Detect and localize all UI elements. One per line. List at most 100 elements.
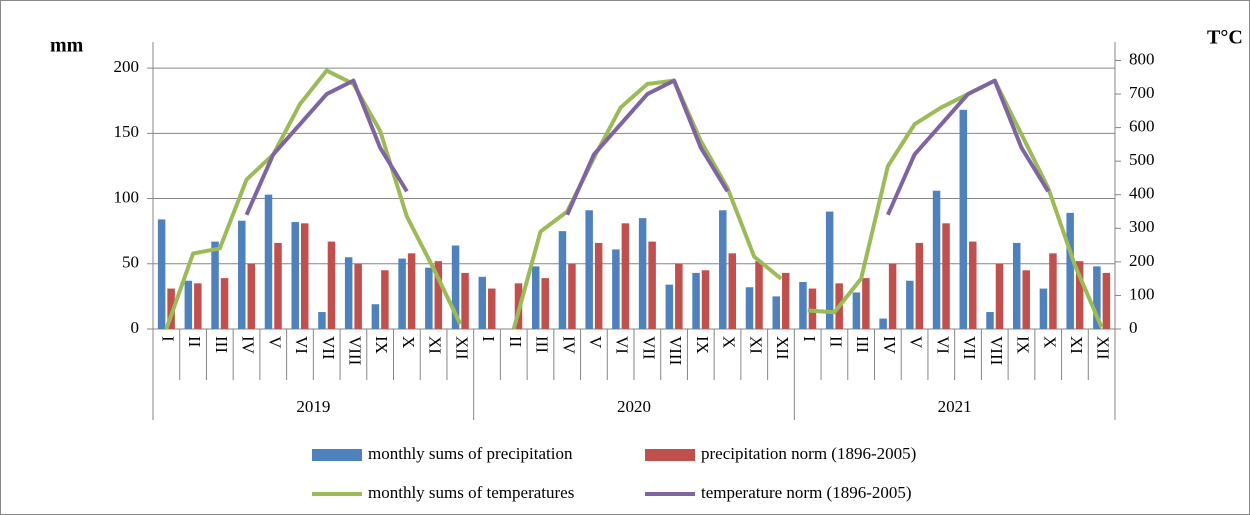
bar (942, 223, 950, 329)
x-tick-label: XI (426, 336, 445, 354)
line (244, 78, 409, 216)
bar (1066, 212, 1074, 329)
bar (434, 261, 443, 329)
x-tick-label: V (586, 336, 605, 349)
x-tick-label: I (800, 336, 819, 342)
bar (594, 242, 603, 329)
x-tick-label: IV (880, 336, 899, 355)
x-tick-label: VIII (987, 336, 1006, 366)
bar (568, 263, 576, 329)
line (164, 68, 463, 330)
bar (755, 261, 763, 329)
bar (1102, 272, 1111, 329)
x-tick-label: IX (372, 336, 391, 354)
bar (959, 109, 968, 329)
bar (398, 258, 406, 329)
y2-tick-label: 200 (1129, 251, 1155, 270)
bar (184, 280, 193, 329)
x-tick-label: III (853, 336, 872, 353)
x-tick-label: XI (1067, 336, 1086, 354)
bar (167, 288, 175, 329)
bar (451, 245, 460, 329)
bar (318, 312, 326, 329)
bar (862, 278, 870, 329)
x-tick-label: VII (319, 336, 338, 360)
x-tick-label: VIII (666, 336, 685, 366)
y2-tick-label: 100 (1129, 284, 1155, 303)
x-tick-label: III (212, 336, 231, 353)
bar (220, 278, 229, 329)
x-tick-label: XII (1094, 336, 1113, 360)
bar (531, 266, 540, 329)
bar (638, 218, 647, 329)
bar (478, 276, 487, 329)
bar (719, 210, 727, 329)
x-tick-label: X (399, 336, 418, 348)
x-tick-label: X (720, 336, 739, 348)
y-axis-label: mm (50, 35, 84, 57)
bar (238, 220, 246, 329)
bar (808, 288, 817, 329)
x-tick-label: X (1040, 336, 1059, 348)
bar (461, 272, 469, 329)
bar (291, 222, 299, 329)
y-tick-label: 100 (114, 187, 140, 206)
legend-label: temperature norm (1896-2005) (701, 483, 912, 502)
x-tick-label: I (158, 336, 177, 342)
x-tick-label: XII (773, 336, 792, 360)
bar (425, 267, 433, 329)
bar (1093, 266, 1101, 329)
y-tick-label: 200 (114, 57, 140, 76)
x-tick-label: II (185, 336, 204, 348)
bar (585, 210, 593, 329)
legend-label: monthly sums of precipitation (368, 444, 573, 463)
x-tick-label: IX (1014, 336, 1033, 354)
bar (969, 241, 977, 329)
bar (879, 318, 887, 329)
y2-tick-label: 500 (1129, 150, 1155, 169)
bar (781, 272, 790, 329)
x-tick-label: II (827, 336, 846, 348)
x-tick-label: II (506, 336, 525, 348)
bar (1049, 253, 1057, 329)
y2-tick-label: 400 (1129, 184, 1155, 203)
line (565, 78, 730, 216)
x-tick-label: V (907, 336, 926, 349)
x-tick-label: XII (452, 336, 471, 360)
bar (825, 211, 834, 329)
x-tick-label: XI (746, 336, 765, 354)
y2-axis-label: T°C (1207, 27, 1243, 49)
y2-tick-label: 700 (1129, 83, 1155, 102)
x-tick-label: IV (239, 336, 258, 355)
bar (407, 253, 416, 329)
bar (247, 263, 256, 329)
legend-swatch (312, 449, 362, 461)
x-tick-label: VIII (346, 336, 365, 366)
bar (799, 282, 807, 329)
legend-swatch (645, 449, 695, 461)
x-tick-label: III (533, 336, 552, 353)
bar (986, 312, 994, 329)
legend-label: precipitation norm (1896-2005) (701, 444, 916, 463)
bar (621, 223, 630, 329)
bar (157, 219, 166, 329)
bar (354, 263, 362, 329)
bar (675, 263, 683, 329)
bar (906, 280, 914, 329)
x-tick-label: VII (639, 336, 658, 360)
x-tick-label: VII (960, 336, 979, 360)
bar (888, 263, 897, 329)
x-tick-label: IX (693, 336, 712, 354)
y-tick-label: 50 (122, 253, 139, 272)
bar (1022, 270, 1030, 329)
group-label: 2019 (296, 397, 330, 416)
bar (772, 296, 780, 329)
bar (488, 288, 496, 329)
x-tick-label: V (265, 336, 284, 349)
bar (274, 242, 282, 329)
y2-tick-label: 800 (1129, 49, 1155, 68)
group-label: 2021 (938, 397, 972, 416)
bar (558, 231, 567, 329)
bar (852, 292, 861, 329)
